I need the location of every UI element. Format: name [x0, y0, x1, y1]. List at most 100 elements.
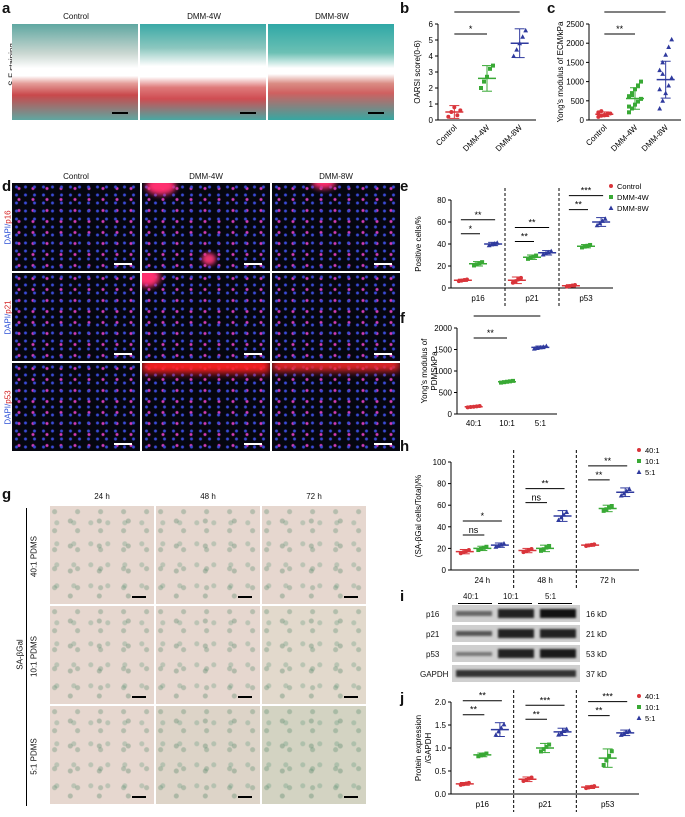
legend-marker [637, 694, 641, 698]
data-point [482, 79, 486, 84]
blot-strip-p21 [452, 625, 580, 642]
panel-letter-e: e [400, 178, 409, 195]
significance-label: *** [502, 312, 513, 316]
sagal-image-5-1-72h [262, 706, 366, 804]
if-image-dmm8w-p16 [272, 183, 400, 271]
x-tick-label: 72 h [600, 576, 616, 585]
sf-image-dmm4w [140, 24, 266, 120]
legend-label: 40:1 [645, 692, 660, 701]
panel-g-side-label: SA-βGal [15, 639, 25, 670]
y-tick-label: 5 [429, 36, 434, 45]
data-point [601, 508, 606, 513]
scale-bar [344, 796, 358, 798]
blot-header-5-1: 5:1 [545, 592, 557, 601]
y-tick-label: 6 [429, 20, 434, 29]
scale-bar [238, 696, 252, 698]
significance-label: ** [595, 706, 603, 716]
x-tick-label: p53 [579, 294, 593, 303]
significance-label: ** [533, 709, 541, 719]
x-tick-label: p21 [538, 800, 552, 809]
x-tick-label: 5:1 [535, 419, 547, 428]
data-point [564, 726, 570, 732]
if-image-dmm4w-p16 [142, 183, 270, 271]
y-tick-label: 4 [429, 52, 434, 61]
significance-label: * [469, 24, 473, 34]
panel-g-bracket [26, 508, 27, 806]
panel-letter-d: d [2, 178, 12, 195]
scale-bar [114, 443, 132, 445]
legend-marker [636, 469, 642, 474]
data-point [660, 59, 666, 65]
x-tick-label: DMM-8W [640, 123, 671, 154]
y-tick-label: 60 [437, 501, 446, 510]
y-axis-label: (SA-βGal cells/Total)/% [414, 475, 423, 557]
data-point [501, 721, 507, 727]
panel-letter-a: a [2, 0, 11, 17]
data-point [491, 63, 495, 68]
blot-label-gapdh: GAPDH [420, 670, 449, 679]
y-tick-label: 0 [442, 284, 447, 293]
data-point [596, 110, 601, 115]
sagal-image-10-1-48h [156, 606, 260, 704]
y-tick-label: 1000 [566, 78, 584, 87]
scale-bar [244, 443, 262, 445]
data-point [596, 114, 601, 119]
legend-marker [637, 459, 641, 463]
data-point [604, 507, 609, 512]
data-point [627, 94, 631, 99]
data-point [636, 83, 640, 88]
scale-bar [238, 596, 252, 598]
legend-label: 40:1 [645, 446, 660, 455]
panel-a-col-dmm8w: DMM-8W [315, 12, 349, 21]
blot-header-40-1: 40:1 [463, 592, 479, 601]
legend-label: 5:1 [645, 468, 655, 477]
scale-bar [244, 353, 262, 355]
blot-header-rule [538, 603, 572, 604]
legend-label: DMM-8W [617, 204, 650, 213]
y-tick-label: 80 [437, 480, 446, 489]
data-point [663, 52, 669, 57]
sagal-image-5-1-48h [156, 706, 260, 804]
chart-b: 0 1 2 3 4 5 6 OARSI score(0-6) Control DMM-4W DMM-… [413, 8, 536, 153]
y-tick-label: 60 [437, 218, 446, 227]
significance-label: ** [487, 328, 495, 338]
significance-label: ** [483, 8, 491, 12]
data-point [564, 509, 570, 514]
x-tick-label: 10:1 [499, 419, 515, 428]
data-point [666, 82, 672, 88]
y-tick-label: 0.5 [435, 767, 447, 776]
significance-label: ** [474, 210, 482, 220]
significance-label: ** [521, 232, 529, 242]
panel-letter-b: b [400, 0, 410, 17]
y-tick-label: 20 [437, 262, 446, 271]
scale-bar [344, 596, 358, 598]
legend-marker [608, 205, 614, 210]
panel-g-row-40-1: 40:1 PDMS [29, 536, 39, 577]
data-point [511, 53, 517, 58]
y-tick-label: 2 [429, 84, 434, 93]
data-point [630, 106, 634, 111]
panel-d-col-dmm8w: DMM-8W [319, 172, 353, 181]
blot-label-p21: p21 [426, 630, 440, 639]
scale-bar [374, 263, 392, 265]
if-image-dmm4w-p53 [142, 363, 270, 451]
if-image-control-p53 [12, 363, 140, 451]
panel-g-col-48h: 48 h [200, 492, 216, 501]
x-tick-label: DMM-4W [609, 123, 640, 154]
panel-d-col-control: Control [63, 172, 89, 181]
data-point [607, 753, 612, 758]
panel-letter-f: f [400, 310, 405, 327]
scale-bar [114, 263, 132, 265]
panel-g-col-24h: 24 h [94, 492, 110, 501]
y-tick-label: 1000 [434, 367, 452, 376]
scale-bar [244, 263, 262, 265]
panel-g-row-5-1: 5:1 PDMS [29, 738, 39, 775]
data-point [626, 486, 632, 491]
data-point [669, 75, 675, 80]
data-point [630, 93, 634, 98]
scale-bar [238, 796, 252, 798]
y-tick-label: 40 [437, 523, 446, 532]
blot-strip-p53 [452, 645, 580, 662]
data-point [493, 732, 499, 737]
scale-bar [132, 796, 146, 798]
